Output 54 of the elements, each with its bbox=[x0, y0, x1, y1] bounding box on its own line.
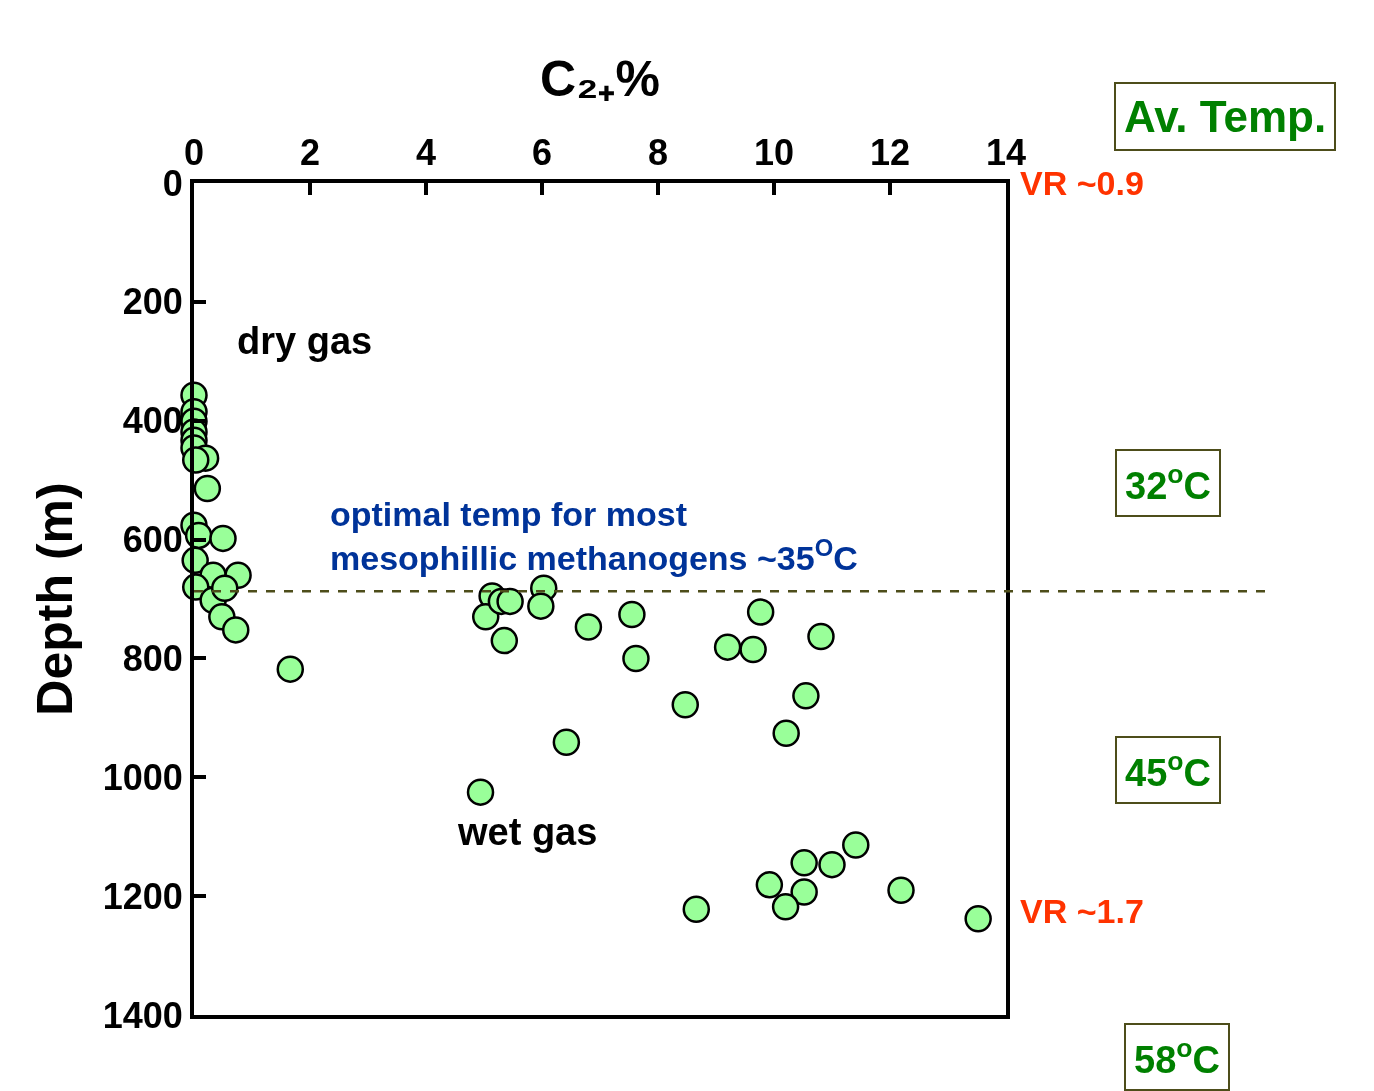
point bbox=[209, 524, 237, 553]
y-tick-label: 200 bbox=[122, 281, 183, 323]
point bbox=[552, 728, 581, 756]
y-axis-title: Depth (m) bbox=[27, 482, 84, 716]
annotation: dry gas bbox=[237, 320, 373, 362]
text: Av. Temp. bbox=[1124, 92, 1327, 141]
point bbox=[211, 574, 239, 603]
point bbox=[887, 876, 915, 904]
y-tick-label: 600 bbox=[122, 519, 183, 561]
y-tick-label: 1200 bbox=[102, 875, 183, 917]
x-tick-label: 10 bbox=[753, 131, 795, 173]
point bbox=[739, 635, 767, 664]
ref-line-label: optimal temp for most mesophillic methanogens ~35$^{O}$C bbox=[330, 495, 858, 578]
point bbox=[682, 895, 711, 923]
x-tick-label: 6 bbox=[531, 131, 553, 173]
point bbox=[713, 633, 742, 661]
point bbox=[527, 592, 555, 620]
point bbox=[771, 893, 800, 921]
y-tick-label: 400 bbox=[122, 400, 183, 442]
point bbox=[466, 778, 495, 806]
y-tick-label: 800 bbox=[122, 638, 183, 680]
point bbox=[490, 626, 519, 655]
text: 58$^{o}$C bbox=[1134, 1033, 1220, 1081]
point bbox=[276, 655, 305, 683]
y-tick-label: 1400 bbox=[102, 994, 183, 1036]
point bbox=[818, 850, 846, 879]
text: 32$^{o}$C bbox=[1125, 459, 1211, 507]
point bbox=[964, 904, 992, 933]
point bbox=[807, 622, 835, 651]
point bbox=[772, 719, 800, 748]
annotation: wet gas bbox=[457, 811, 598, 853]
point bbox=[618, 600, 646, 629]
text: 45$^{o}$C bbox=[1125, 746, 1211, 794]
point bbox=[671, 691, 700, 719]
point bbox=[755, 871, 784, 899]
x-tick-label: 12 bbox=[869, 131, 911, 173]
point bbox=[842, 831, 870, 859]
x-tick-label: 2 bbox=[299, 131, 321, 173]
point bbox=[622, 644, 650, 673]
x-tick-label: 8 bbox=[647, 131, 669, 173]
point bbox=[472, 603, 500, 631]
x-tick-label: 4 bbox=[415, 131, 437, 173]
y-tick-label: 1000 bbox=[102, 756, 183, 798]
point bbox=[790, 849, 818, 877]
point bbox=[496, 587, 524, 616]
point bbox=[574, 613, 603, 641]
point bbox=[792, 682, 820, 710]
y-tick-label: 0 bbox=[162, 162, 183, 204]
text: VR ~1.7 bbox=[1020, 892, 1144, 930]
point bbox=[746, 598, 775, 626]
point bbox=[193, 474, 222, 503]
point bbox=[790, 878, 818, 906]
point bbox=[222, 616, 250, 644]
x-axis-title: C₂₊% bbox=[540, 51, 660, 108]
